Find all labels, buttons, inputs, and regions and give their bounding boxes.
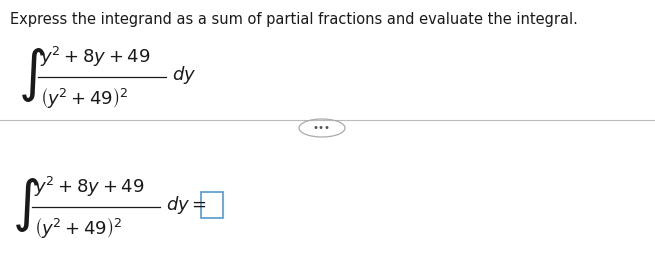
Text: $dy=$: $dy=$ [166,194,207,216]
Text: Express the integrand as a sum of partial fractions and evaluate the integral.: Express the integrand as a sum of partia… [10,12,578,27]
Text: $\int$: $\int$ [18,46,46,104]
Text: $\left(y^2+49\right)^2$: $\left(y^2+49\right)^2$ [34,214,122,240]
Text: •••: ••• [313,123,331,133]
Text: $y^2+8y+49$: $y^2+8y+49$ [40,45,151,69]
Text: $\int$: $\int$ [12,176,39,234]
Text: $dy$: $dy$ [172,64,196,86]
Bar [201,192,223,218]
Text: $y^2+8y+49$: $y^2+8y+49$ [34,175,145,199]
Text: $\left(y^2+49\right)^2$: $\left(y^2+49\right)^2$ [40,84,128,110]
